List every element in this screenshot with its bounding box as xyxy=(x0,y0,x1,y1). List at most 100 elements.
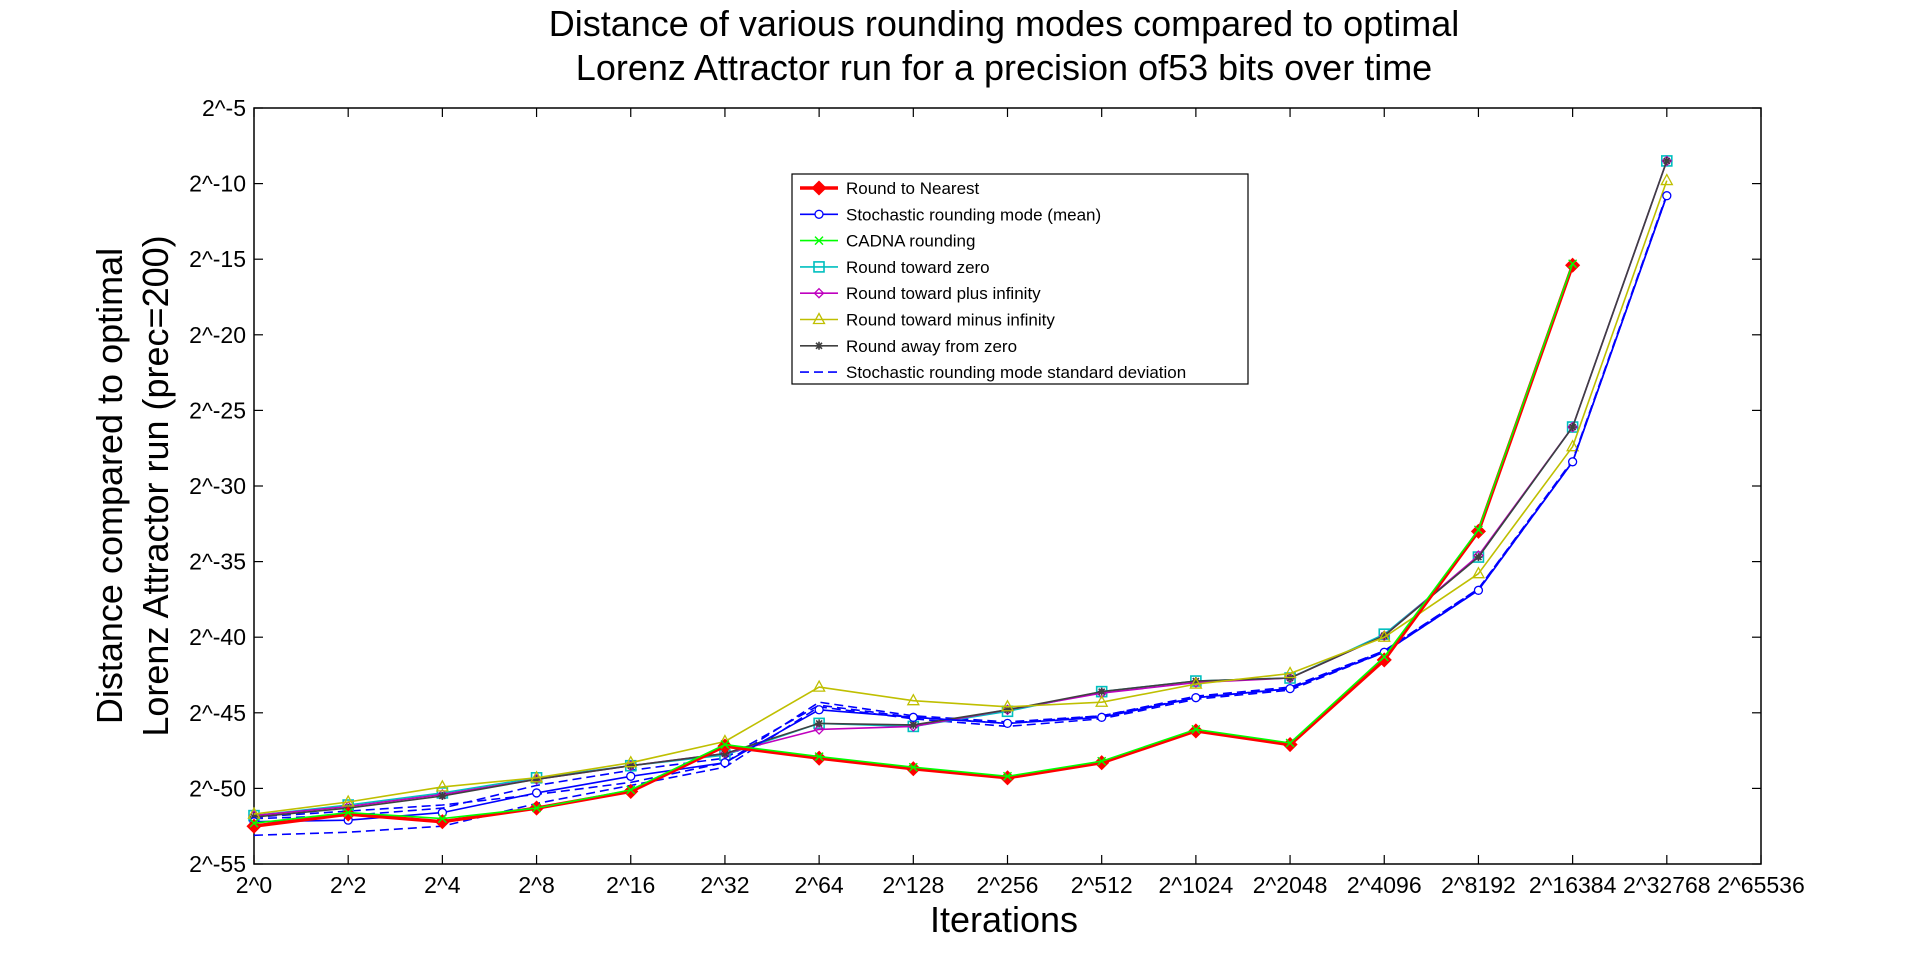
data-point xyxy=(999,770,1016,786)
legend-entry: Round toward plus infinity xyxy=(800,284,1041,303)
data-point xyxy=(905,761,921,777)
legend-entry: Stochastic rounding mode (mean) xyxy=(800,205,1101,224)
data-point xyxy=(1567,421,1579,433)
legend-label: Round to Nearest xyxy=(846,179,980,198)
y-tick-label: 2^-50 xyxy=(189,775,246,801)
data-point xyxy=(437,814,447,824)
data-point xyxy=(532,803,542,813)
data-point xyxy=(1000,699,1015,712)
x-tick-label: 2^2 xyxy=(330,872,366,898)
data-point xyxy=(626,771,636,781)
x-axis-ticks: 2^0 2^2 2^4 2^8 2^16 2^32 2^64 2^128 2^256 2^512 2… xyxy=(236,108,1805,898)
x-tick-label: 2^4 xyxy=(424,872,461,898)
data-point xyxy=(1097,687,1106,696)
legend-entry: Round toward zero xyxy=(800,258,990,277)
data-point xyxy=(1662,156,1671,165)
data-point xyxy=(814,209,824,219)
x-tick-label: 2^4096 xyxy=(1347,872,1422,898)
series-1 xyxy=(249,191,1672,827)
y-tick-label: 2^-45 xyxy=(189,700,246,726)
data-point xyxy=(814,236,824,246)
legend-entry: Round away from zero xyxy=(800,337,1017,356)
data-point xyxy=(811,180,827,196)
x-axis-label: Iterations xyxy=(930,899,1078,940)
legend-label: Round toward plus infinity xyxy=(846,284,1041,303)
data-point xyxy=(1095,694,1109,707)
x-tick-label: 2^64 xyxy=(795,872,844,898)
data-point xyxy=(814,705,824,715)
y-tick-label: 2^-40 xyxy=(189,624,246,650)
data-point xyxy=(1473,525,1483,535)
y-tick-label: 2^-55 xyxy=(189,851,246,877)
chart-title-line-1: Distance of various rounding modes compa… xyxy=(549,3,1459,44)
data-point xyxy=(626,785,636,795)
x-tick-label: 2^0 xyxy=(236,872,272,898)
x-tick-label: 2^16 xyxy=(606,872,655,898)
data-point xyxy=(1191,693,1201,703)
legend-label: CADNA rounding xyxy=(846,232,975,251)
series-line xyxy=(253,195,1668,823)
legend-entry: Stochastic rounding mode standard deviat… xyxy=(800,363,1186,382)
data-point xyxy=(343,808,353,818)
data-point xyxy=(813,261,825,273)
y-axis-ticks: 2^-5 2^-10 2^-15 2^-20 2^-25 2^-30 2^-35 2^-40 2… xyxy=(189,95,1761,877)
data-point xyxy=(1285,738,1295,748)
data-point xyxy=(625,760,637,772)
x-tick-label: 2^512 xyxy=(1071,872,1133,898)
data-point xyxy=(1660,173,1674,186)
legend-entry: Round toward minus infinity xyxy=(800,311,1055,330)
data-point xyxy=(1662,191,1672,201)
data-point xyxy=(1568,423,1577,432)
data-point xyxy=(815,341,823,350)
y-axis-label-line-2: Lorenz Attractor run (prec=200) xyxy=(135,235,176,736)
x-tick-label: 2^32 xyxy=(700,872,749,898)
data-point xyxy=(1189,676,1203,689)
data-point xyxy=(1377,629,1391,642)
data-point xyxy=(341,794,355,807)
legend-label: Round toward zero xyxy=(846,258,990,277)
data-point xyxy=(626,761,635,770)
data-point xyxy=(814,752,824,762)
y-tick-label: 2^-20 xyxy=(189,322,246,348)
data-point xyxy=(813,287,825,299)
y-tick-label: 2^-35 xyxy=(189,549,246,575)
y-tick-label: 2^-25 xyxy=(189,397,246,423)
data-point xyxy=(1472,551,1485,563)
data-point xyxy=(529,770,544,783)
data-point xyxy=(1379,652,1389,662)
data-point xyxy=(435,779,449,792)
data-point xyxy=(249,818,259,828)
data-point xyxy=(811,750,827,766)
data-point xyxy=(1003,705,1012,714)
data-point xyxy=(1002,704,1013,716)
y-tick-label: 2^-5 xyxy=(202,95,246,121)
data-point xyxy=(1474,553,1483,562)
y-tick-label: 2^-30 xyxy=(189,473,246,499)
y-tick-label: 2^-15 xyxy=(189,246,246,272)
data-point xyxy=(1097,712,1107,722)
legend-entry: CADNA rounding xyxy=(800,232,975,251)
data-point xyxy=(812,679,826,692)
data-point xyxy=(720,740,730,750)
data-point xyxy=(1191,724,1201,734)
data-point xyxy=(906,693,920,706)
data-point xyxy=(532,775,541,784)
series-2 xyxy=(249,259,1578,828)
x-tick-label: 2^128 xyxy=(882,872,944,898)
data-point xyxy=(1376,652,1392,668)
legend: Round to Nearest Stochastic rounding mode… xyxy=(791,173,1249,385)
data-point xyxy=(908,712,918,722)
data-point xyxy=(815,719,824,728)
data-point xyxy=(1097,756,1107,766)
data-point xyxy=(1380,631,1389,640)
data-point xyxy=(812,312,826,325)
x-tick-label: 2^65536 xyxy=(1717,872,1805,898)
legend-label: Stochastic rounding mode (mean) xyxy=(846,205,1101,224)
x-tick-label: 2^32768 xyxy=(1623,872,1711,898)
y-axis-label-line-1: Distance compared to optimal xyxy=(89,248,130,724)
data-point xyxy=(720,758,730,768)
data-point xyxy=(1567,457,1578,467)
y-tick-label: 2^-10 xyxy=(189,171,246,197)
